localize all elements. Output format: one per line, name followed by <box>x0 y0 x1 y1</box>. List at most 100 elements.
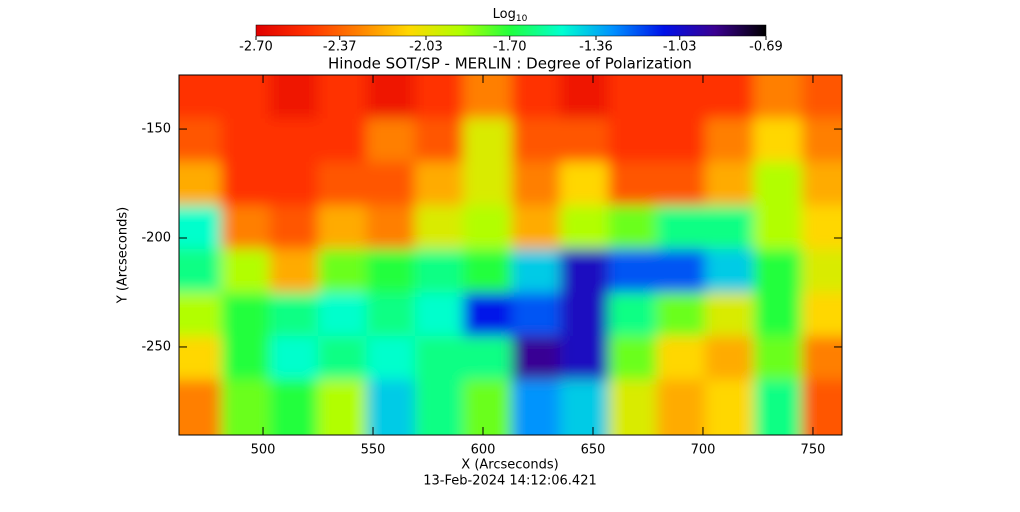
heatmap-cell <box>656 292 706 337</box>
heatmap-cell <box>269 161 319 206</box>
heatmap-cell <box>656 118 706 163</box>
heatmap-cell <box>463 75 513 119</box>
heatmap-cell <box>608 336 658 381</box>
heatmap-cell <box>801 248 842 293</box>
heatmap-cell <box>221 161 271 206</box>
footer-timestamp: 13-Feb-2024 14:12:06.421 <box>423 474 597 489</box>
heatmap-cell <box>414 161 464 206</box>
heatmap-cell <box>656 248 706 293</box>
colorbar-tick-label: -0.69 <box>749 40 783 55</box>
heatmap-cell <box>179 292 222 337</box>
heatmap-cell <box>801 118 842 163</box>
heatmap-cell <box>269 118 319 163</box>
heatmap-cell <box>179 75 222 119</box>
x-tick-label: 700 <box>691 443 716 458</box>
heatmap-cell <box>559 205 609 250</box>
heatmap-cell <box>318 118 367 163</box>
heatmap-cell <box>801 336 842 381</box>
heatmap-cell <box>221 75 271 119</box>
heatmap-cell <box>511 161 561 206</box>
heatmap-cell <box>705 205 755 250</box>
heatmap-cell <box>269 292 319 337</box>
heatmap-cell <box>656 205 706 250</box>
x-tick-label: 500 <box>251 443 276 458</box>
heatmap-cell <box>318 292 367 337</box>
heatmap-cell <box>608 118 658 163</box>
heatmap-cell <box>366 118 416 163</box>
heatmap-cell <box>318 205 367 250</box>
heatmap-cell <box>559 248 609 293</box>
heatmap-cell <box>705 292 755 337</box>
heatmap-cell <box>414 379 464 435</box>
y-tick-label: -250 <box>141 339 171 354</box>
heatmap-cell <box>801 292 842 337</box>
heatmap-cell <box>179 205 222 250</box>
heatmap-cell <box>801 205 842 250</box>
colorbar-tick-label: -2.03 <box>409 40 443 55</box>
heatmap-cell <box>463 161 513 206</box>
heatmap-cell <box>753 161 803 206</box>
heatmap-cell <box>221 292 271 337</box>
heatmap-cell <box>221 205 271 250</box>
heatmap-cell <box>318 379 367 435</box>
heatmap-cell <box>269 75 319 119</box>
heatmap-cell <box>801 379 842 435</box>
heatmap-cell <box>801 75 842 119</box>
heatmap-cell <box>463 248 513 293</box>
x-axis-label: X (Arcseconds) <box>461 458 558 473</box>
heatmap-cell <box>366 336 416 381</box>
heatmap-cell <box>753 379 803 435</box>
heatmap-cell <box>559 336 609 381</box>
heatmap-cell <box>656 379 706 435</box>
heatmap-cell <box>221 118 271 163</box>
y-axis-label: Y (Arcseconds) <box>116 207 131 304</box>
heatmap-cell <box>366 75 416 119</box>
heatmap-cell <box>608 379 658 435</box>
heatmap-cell <box>511 379 561 435</box>
colorbar-tick-label: -1.36 <box>579 40 613 55</box>
heatmap-cell <box>221 248 271 293</box>
y-tick-label: -200 <box>141 231 171 246</box>
heatmap-cell <box>608 161 658 206</box>
heatmap-cell <box>269 205 319 250</box>
x-tick-label: 650 <box>581 443 606 458</box>
colorbar-tick-label: -1.03 <box>663 40 697 55</box>
heatmap-cell <box>753 118 803 163</box>
heatmap-cell <box>559 75 609 119</box>
chart-title: Hinode SOT/SP - MERLIN : Degree of Polar… <box>328 55 692 73</box>
heatmap-cell <box>414 118 464 163</box>
heatmap-cell <box>511 118 561 163</box>
colorbar-label: Log10 <box>493 7 528 24</box>
heatmap-cell <box>656 336 706 381</box>
heatmap-cell <box>463 205 513 250</box>
heatmap-cell <box>463 118 513 163</box>
colorbar-tick-label: -1.70 <box>493 40 527 55</box>
heatmap-cell <box>705 248 755 293</box>
heatmap-cell <box>608 248 658 293</box>
heatmap-cell <box>705 336 755 381</box>
heatmap-cell <box>801 161 842 206</box>
heatmap-cell <box>366 205 416 250</box>
heatmap-cell <box>511 205 561 250</box>
heatmap-cell <box>179 248 222 293</box>
heatmap-cell <box>608 75 658 119</box>
heatmap-cell <box>318 75 367 119</box>
heatmap-cell <box>179 336 222 381</box>
heatmap-cell <box>656 161 706 206</box>
colorbar-tick-label: -2.70 <box>239 40 273 55</box>
heatmap-cell <box>414 336 464 381</box>
heatmap-cell <box>221 336 271 381</box>
heatmap-cell <box>463 292 513 337</box>
heatmap-cell <box>269 248 319 293</box>
heatmap-cell <box>753 205 803 250</box>
x-tick-label: 550 <box>361 443 386 458</box>
heatmap-cell <box>608 205 658 250</box>
heatmap-cell <box>753 75 803 119</box>
heatmap-cell <box>269 336 319 381</box>
y-tick-label: -150 <box>141 122 171 137</box>
heatmap-cell <box>608 292 658 337</box>
heatmap-cell <box>318 336 367 381</box>
heatmap-cell <box>511 292 561 337</box>
heatmap-cell <box>366 248 416 293</box>
heatmap-cell <box>414 75 464 119</box>
